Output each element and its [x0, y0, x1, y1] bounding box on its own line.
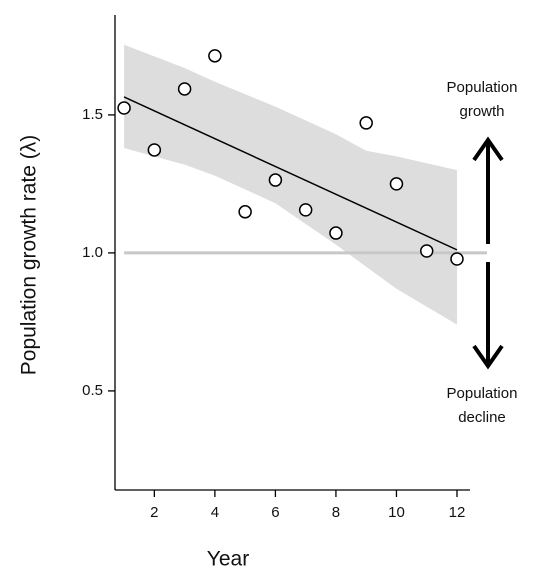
- data-point: [419, 244, 434, 258]
- data-point: [147, 143, 162, 157]
- data-point: [298, 203, 313, 217]
- x-tick-label: 8: [332, 504, 340, 521]
- annotation: growth: [459, 103, 504, 120]
- annotation: Population: [447, 385, 518, 402]
- decline-arrow-head: [472, 344, 504, 370]
- data-point: [238, 205, 252, 219]
- confidence-band: [124, 44, 457, 325]
- data-point: [177, 82, 192, 96]
- x-tick-label: 12: [449, 504, 466, 521]
- y-tick-label: 1.0: [82, 244, 103, 261]
- growth-arrow-head: [472, 136, 504, 162]
- data-point: [117, 101, 131, 115]
- data-point: [359, 116, 373, 130]
- data-point: [329, 226, 343, 240]
- x-axis-label: Year: [207, 548, 249, 571]
- x-tick-label: 4: [211, 504, 219, 521]
- data-point: [268, 173, 283, 187]
- fit-line: [123, 96, 458, 251]
- annotation: Population: [447, 79, 518, 96]
- plot-area: 0.5 1.0 1.5 2 4 6 8 10 12: [82, 15, 487, 521]
- y-axis-label: Population growth rate (λ): [18, 135, 41, 375]
- data-point: [389, 177, 404, 191]
- x-tick-label: 6: [271, 504, 279, 521]
- y-tick-label: 0.5: [82, 382, 103, 399]
- annotation: decline: [458, 409, 506, 426]
- x-tick-label: 2: [150, 504, 158, 521]
- x-tick-label: 10: [388, 504, 405, 521]
- y-tick-label: 1.5: [82, 106, 103, 123]
- data-point: [208, 49, 222, 63]
- data-point: [450, 252, 464, 266]
